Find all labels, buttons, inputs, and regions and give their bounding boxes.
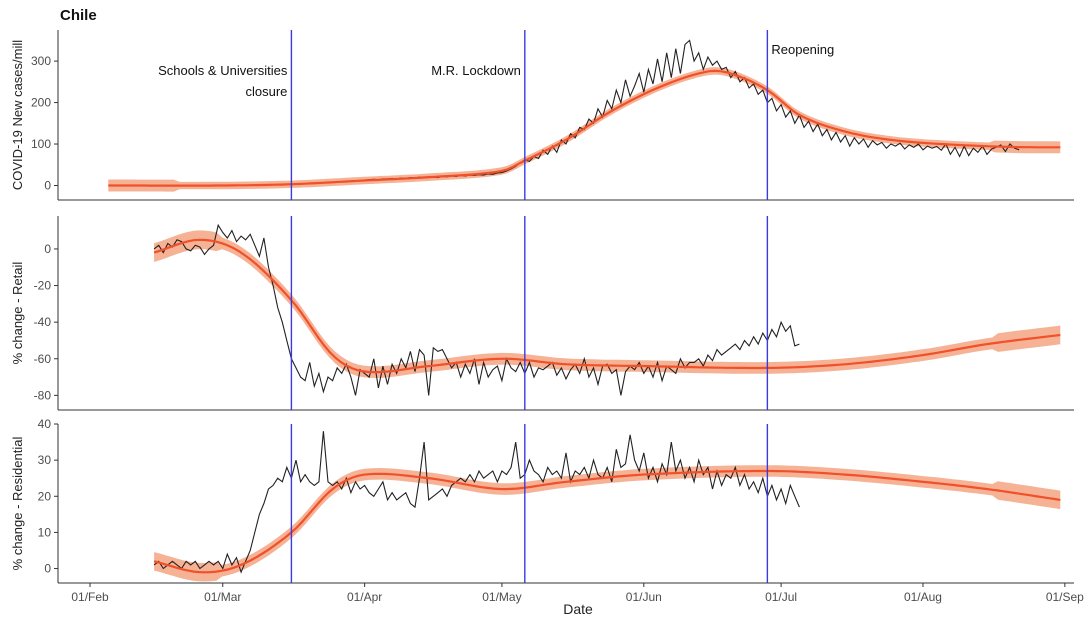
y-axis-label: % change - Residential: [10, 437, 25, 571]
y-tick-label: 200: [31, 96, 51, 110]
x-tick-label: 01/Feb: [71, 590, 109, 604]
smoothed-trend-line: [153, 238, 1061, 374]
y-tick-label: -40: [34, 315, 52, 329]
y-tick-label: 40: [38, 417, 52, 431]
x-tick-label: 01/Jul: [765, 590, 797, 604]
x-axis-label: Date: [563, 601, 593, 617]
y-tick-label: 0: [44, 242, 51, 256]
panel-3: 0 10 20 30 40 % change - Residential: [10, 417, 1074, 584]
x-tick-label: 01/Mar: [204, 590, 241, 604]
raw-series-line: [153, 223, 800, 396]
event-label: M.R. Lockdown: [431, 63, 521, 78]
y-tick-label: 100: [31, 137, 51, 151]
smoothed-trend-line: [108, 69, 1061, 187]
y-tick-label: 0: [44, 178, 51, 192]
event-label: closure: [245, 84, 287, 99]
y-axis-label: COVID-19 New cases/mill: [10, 40, 25, 190]
y-tick-label: 10: [38, 525, 52, 539]
y-tick-label: 300: [31, 54, 51, 68]
x-axis: 01/Feb 01/Mar 01/Apr 01/May 01/Jun 01/Jul 01/A…: [71, 583, 1084, 604]
smoothed-trend-line: [153, 469, 1061, 574]
y-tick-label: 0: [44, 562, 51, 576]
raw-series-line: [291, 39, 1020, 186]
x-tick-label: 01/May: [482, 590, 521, 604]
panel-2: 0 -20 -40 -60 -80 % change - Retail: [10, 216, 1074, 411]
panel-1: 0 100 200 300 COVID-19 New cases/mill Schools…: [10, 30, 1074, 201]
x-tick-label: 01/Apr: [347, 590, 382, 604]
y-tick-label: -20: [34, 279, 52, 293]
x-tick-label: 01/Sep: [1046, 590, 1084, 604]
chart-title: Chile: [60, 7, 97, 24]
event-label: Schools & Universities: [158, 63, 288, 78]
y-axis-label: % change - Retail: [10, 262, 25, 365]
y-tick-label: -80: [34, 388, 52, 402]
y-tick-label: 30: [38, 453, 52, 467]
x-tick-label: 01/Aug: [904, 590, 942, 604]
event-label: Reopening: [771, 42, 834, 57]
x-tick-label: 01/Jun: [626, 590, 662, 604]
y-tick-label: 20: [38, 489, 52, 503]
raw-series-line: [153, 431, 800, 574]
y-tick-label: -60: [34, 352, 52, 366]
